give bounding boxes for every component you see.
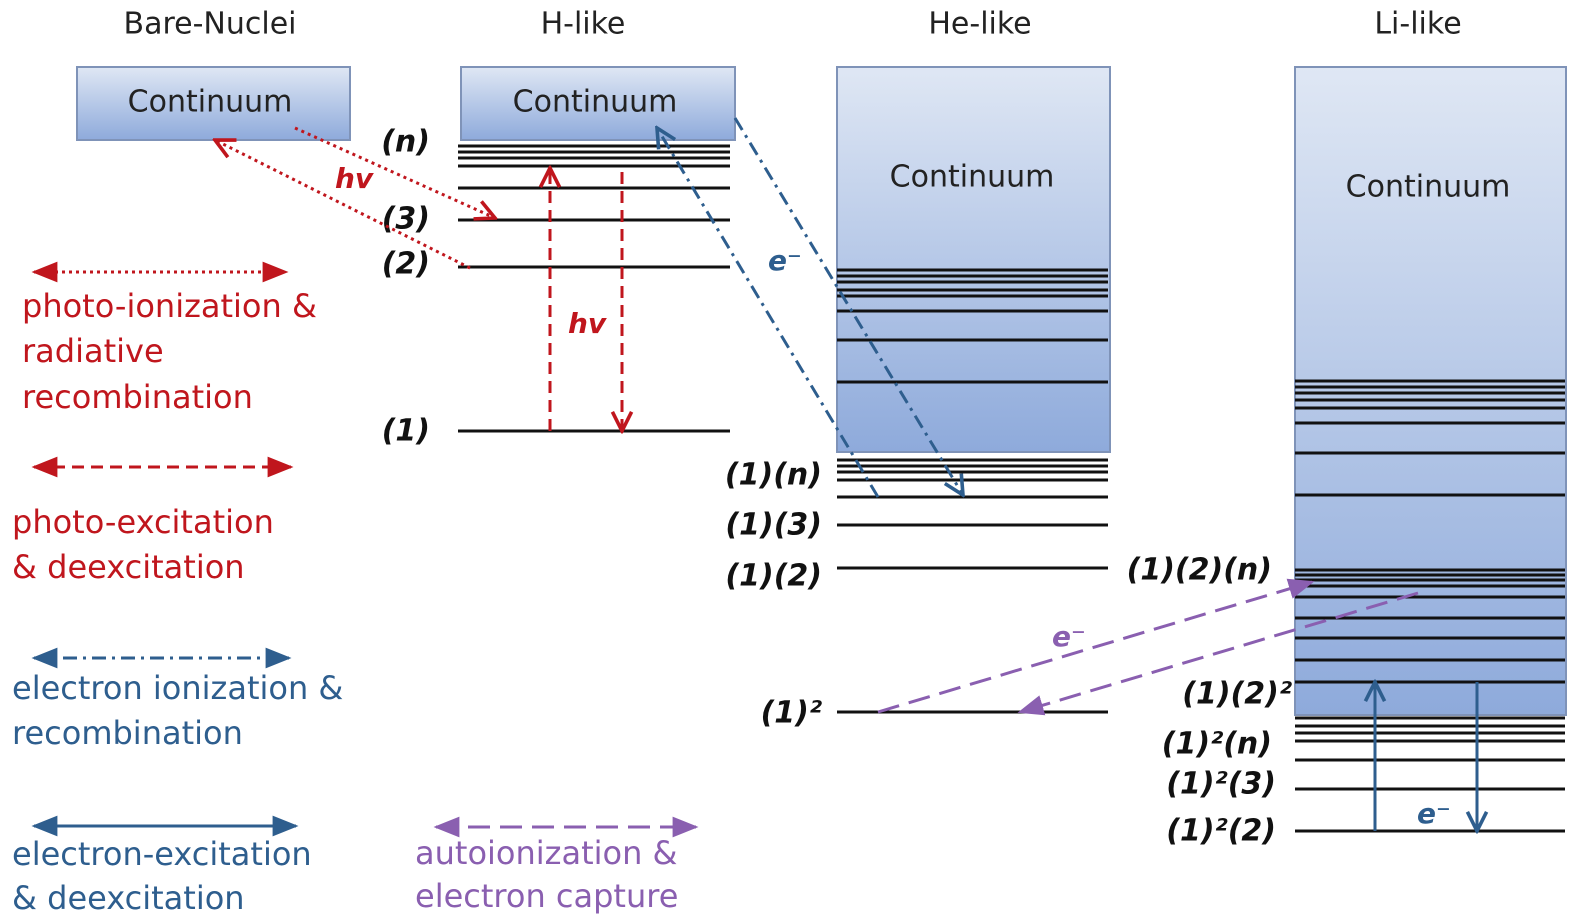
legend-text: electron ionization &: [12, 669, 343, 707]
level-label: (1)²: [761, 696, 822, 731]
continuum-boxes: [76, 66, 1567, 716]
level-label: (1): [382, 414, 430, 449]
level-label: (2): [382, 247, 430, 282]
level-label: (n): [381, 125, 430, 160]
legend: [31, 261, 699, 838]
arrow: [294, 126, 495, 218]
level-label: (1)(2)²: [1182, 677, 1292, 712]
continuum-label: Continuum: [513, 85, 678, 120]
continuum-label: Continuum: [1346, 170, 1511, 205]
level-label: (1)(3): [725, 508, 822, 543]
arrow-label: e⁻: [1052, 620, 1086, 653]
level-label: (1)²(n): [1162, 727, 1272, 762]
continuum-box: [76, 66, 351, 141]
arrow: [657, 128, 880, 498]
level-label: (1)(n): [725, 458, 822, 493]
level-label: (1)²(3): [1166, 767, 1276, 802]
legend-text: recombination: [22, 378, 253, 416]
legend-text: photo-ionization &: [22, 287, 317, 325]
level-label: (1)(2)(n): [1127, 553, 1272, 588]
continuum-box: [1294, 66, 1567, 716]
legend-text: recombination: [12, 714, 243, 752]
arrow: [877, 578, 1315, 714]
legend-text: autoionization &: [415, 834, 677, 872]
continuum-box: [836, 66, 1111, 453]
continuum-label: Continuum: [128, 85, 293, 120]
legend-text: radiative: [22, 332, 164, 370]
level-label: (3): [382, 202, 430, 237]
arrow-label: hv: [568, 307, 607, 340]
column-title: Bare-Nuclei: [124, 7, 297, 42]
arrow-label: hv: [335, 162, 374, 195]
legend-text: photo-excitation: [12, 503, 274, 541]
column-title: Li-like: [1374, 7, 1461, 42]
arrow: [1017, 591, 1419, 716]
arrow-label: e⁻: [768, 244, 802, 277]
energy-levels: [458, 144, 1565, 833]
arrow: [215, 140, 471, 270]
column-title: H-like: [541, 7, 626, 42]
legend-text: & deexcitation: [12, 879, 245, 917]
legend-text: electron-excitation: [12, 835, 312, 873]
legend-text: & deexcitation: [12, 548, 245, 586]
transition-arrows: [215, 117, 1477, 831]
continuum-box: [460, 66, 736, 141]
level-label: (1)²(2): [1166, 814, 1276, 849]
continuum-label: Continuum: [890, 160, 1055, 195]
arrow-label: e⁻: [1417, 797, 1451, 830]
column-title: He-like: [928, 7, 1031, 42]
level-label: (1)(2): [725, 559, 822, 594]
legend-text: electron capture: [415, 877, 678, 915]
